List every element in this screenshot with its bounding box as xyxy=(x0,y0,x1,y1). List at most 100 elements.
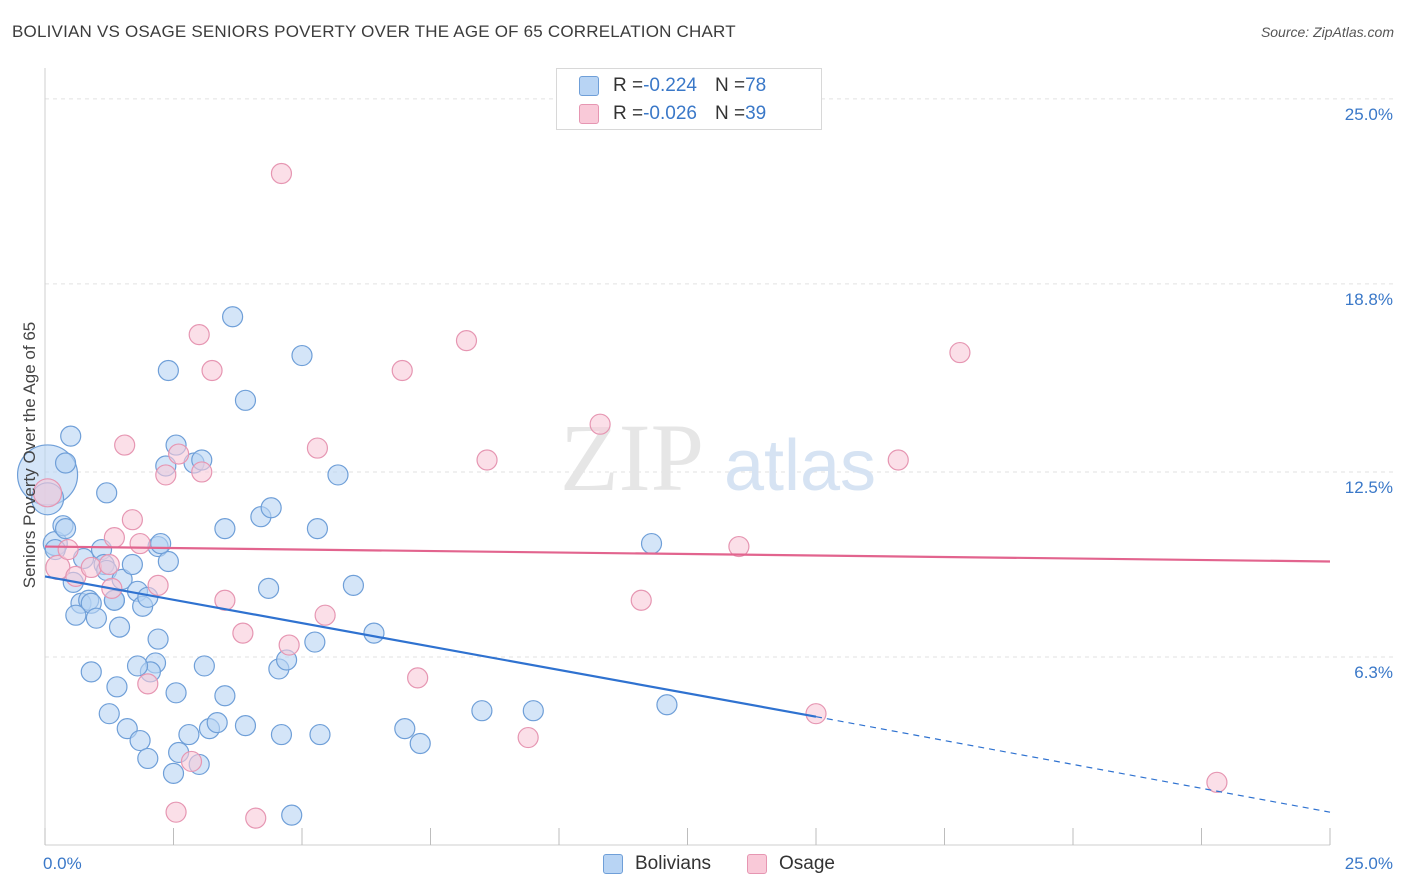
bolivians-point xyxy=(147,628,169,650)
osage-point xyxy=(455,330,478,352)
bolivians-point xyxy=(106,676,128,698)
watermark: ZIP atlas xyxy=(560,404,876,511)
bolivians-point xyxy=(178,723,200,746)
bolivians-trend-line xyxy=(44,575,817,718)
r-label: R = xyxy=(613,75,644,96)
source-label: Source: ZipAtlas.com xyxy=(1260,24,1394,40)
osage-point xyxy=(728,535,750,558)
bolivians-point xyxy=(409,732,431,755)
osage-point xyxy=(214,589,236,611)
osage-point xyxy=(103,527,125,549)
bolivians-point xyxy=(157,550,179,573)
bolivians-point xyxy=(108,616,131,638)
y-tick-label: 25.0% xyxy=(1345,105,1393,124)
bolivians-swatch xyxy=(579,76,599,96)
osage-point xyxy=(137,673,159,695)
bolivians-point xyxy=(137,747,159,770)
osage-point xyxy=(949,341,971,364)
bolivians-point xyxy=(281,804,303,826)
gridlines xyxy=(45,98,1395,658)
bolivians-point xyxy=(126,655,149,677)
bolivians-point xyxy=(150,532,172,555)
bolivians-legend-swatch xyxy=(603,854,623,874)
bolivians-point xyxy=(342,574,364,596)
osage-point xyxy=(476,449,498,471)
osage-point xyxy=(270,162,293,185)
bolivians-point xyxy=(257,577,280,599)
legend-label-bolivians: Bolivians xyxy=(635,853,712,874)
osage-point xyxy=(180,750,203,773)
bolivians-point xyxy=(98,703,120,725)
bolivians-trend-extension xyxy=(815,716,1331,813)
bolivians-point xyxy=(162,762,185,784)
y-tick-label: 6.3% xyxy=(1354,663,1393,682)
bolivians-point xyxy=(309,723,331,746)
tick-labels-layer: 6.3% 12.5% 18.8% 25.0% 0.0% 25.0% xyxy=(43,105,1393,873)
points-layer xyxy=(16,162,1228,829)
osage-legend-swatch xyxy=(747,854,767,874)
osage-point xyxy=(589,413,611,435)
legend-row-osage: R = -0.026 N = 39 xyxy=(579,100,766,128)
osage-point xyxy=(188,324,210,346)
n-label: N = xyxy=(714,103,746,124)
osage-point xyxy=(57,538,79,561)
bolivians-point xyxy=(304,631,326,653)
osage-point xyxy=(168,443,190,465)
bolivians-point xyxy=(157,359,179,382)
legend-stats: R = -0.224 N = 78 R = -0.026 N = 39 xyxy=(556,68,822,130)
chart-title: BOLIVIAN VS OSAGE SENIORS POVERTY OVER T… xyxy=(12,22,736,41)
osage-point xyxy=(245,807,267,829)
y-tick-label: 18.8% xyxy=(1345,290,1393,309)
bolivians-point xyxy=(60,425,82,447)
bolivians-point xyxy=(327,464,349,486)
osage-point xyxy=(147,574,169,596)
bolivians-point xyxy=(193,655,215,677)
osage-point xyxy=(805,703,827,725)
osage-trend-line xyxy=(44,545,1331,563)
osage-swatch xyxy=(579,104,599,124)
osage-point xyxy=(630,589,652,611)
bolivians-point xyxy=(291,344,313,367)
bolivians-point xyxy=(165,682,187,704)
bolivians-point xyxy=(363,622,385,644)
y-axis-label: Seniors Poverty Over the Age of 65 xyxy=(20,321,39,589)
osage-point xyxy=(165,801,187,823)
n-label: N = xyxy=(714,75,746,96)
bolivians-point xyxy=(80,661,102,683)
bolivians-point xyxy=(129,729,151,752)
osage-point xyxy=(407,667,429,689)
osage-point xyxy=(1206,771,1228,793)
osage-point xyxy=(121,509,143,531)
x-tick-label: 25.0% xyxy=(1345,854,1393,873)
bolivians-point xyxy=(270,723,293,746)
osage-point xyxy=(80,556,102,579)
osage-point xyxy=(306,437,329,459)
osage-point xyxy=(232,622,254,644)
legend-item-osage: Osage xyxy=(747,852,835,876)
y-tick-label: 12.5% xyxy=(1345,478,1393,497)
bolivians-point xyxy=(640,532,663,555)
bolivians-point xyxy=(65,604,87,626)
osage-point xyxy=(129,532,151,555)
bolivians-point xyxy=(234,389,257,411)
x-tick-label: 0.0% xyxy=(43,854,82,873)
legend-label-osage: Osage xyxy=(779,853,835,874)
bolivians-point xyxy=(471,700,493,722)
r-value: -0.224 xyxy=(643,75,697,96)
bolivians-point xyxy=(260,497,282,519)
r-value: -0.026 xyxy=(643,103,697,124)
legend-row-bolivians: R = -0.224 N = 78 xyxy=(579,72,766,100)
osage-point xyxy=(201,359,223,382)
bolivians-point xyxy=(222,306,244,328)
bolivians-point xyxy=(85,607,108,629)
trend-layer xyxy=(44,545,1331,813)
watermark-atlas: atlas xyxy=(724,426,876,506)
bolivians-point xyxy=(522,700,544,722)
watermark-zip: ZIP xyxy=(560,404,704,511)
osage-point xyxy=(314,604,336,626)
bolivians-point xyxy=(214,685,236,707)
osage-point xyxy=(114,434,136,456)
osage-point xyxy=(155,464,177,486)
osage-point xyxy=(391,359,413,382)
